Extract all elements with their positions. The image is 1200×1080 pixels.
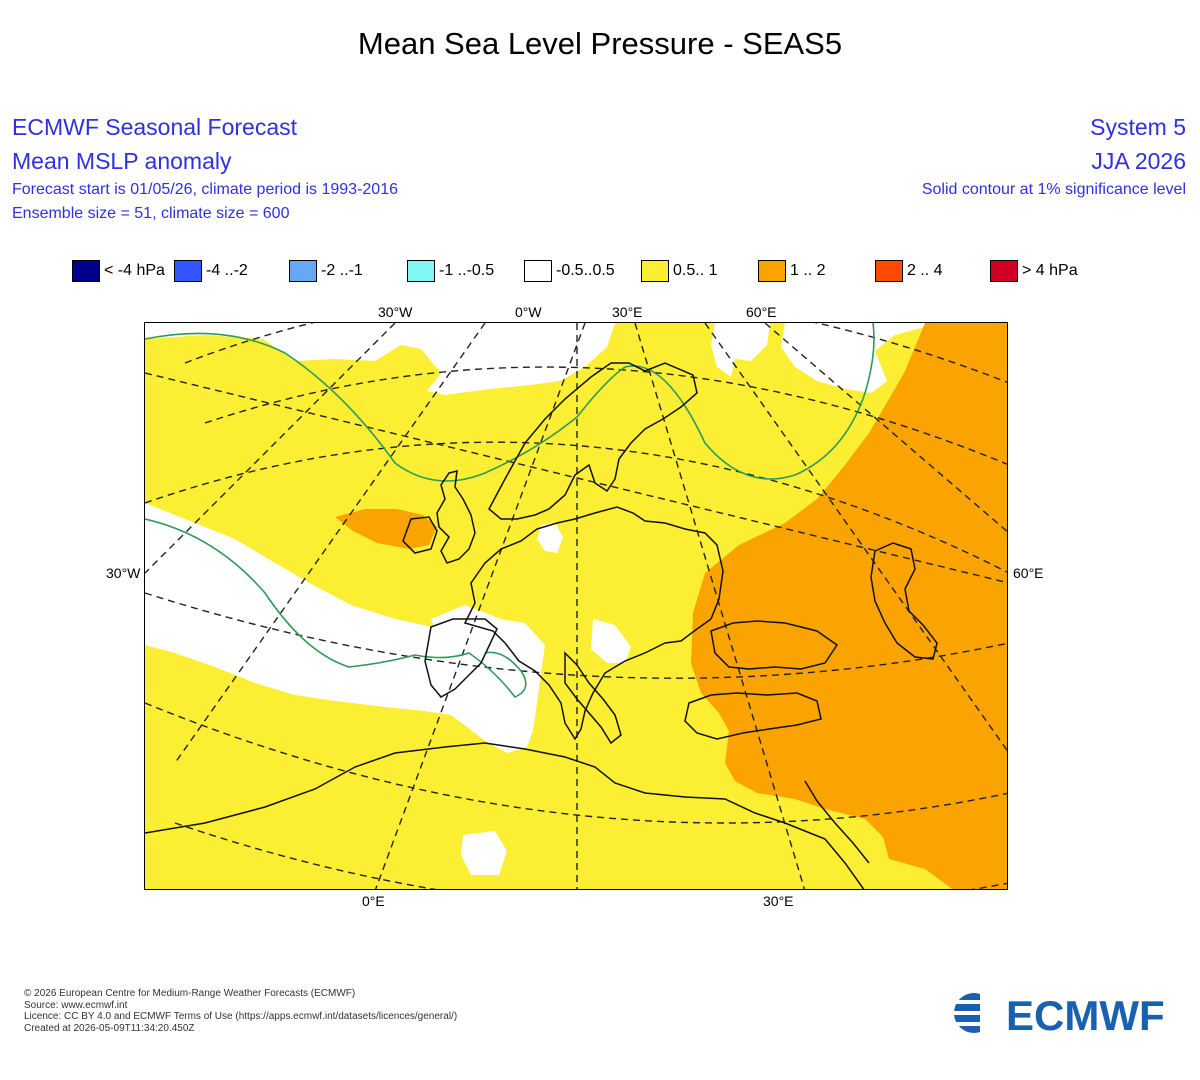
legend-swatch: [641, 260, 669, 282]
legend-label: -0.5..0.5: [556, 262, 615, 279]
coastline-uk: [436, 470, 476, 564]
grid-meridian-60e: [764, 323, 1007, 533]
axis-label-bottom-30e: 30°E: [763, 893, 794, 909]
grid-parallel-30n: [145, 702, 1007, 824]
header-product: ECMWF Seasonal Forecast: [12, 114, 298, 140]
coastline-italy: [564, 651, 622, 745]
legend-label: 1 .. 2: [790, 262, 826, 279]
ecmwf-logo-text: ECMWF: [1006, 992, 1165, 1038]
header-ensemble-size: Ensemble size = 51, climate size = 600: [12, 205, 290, 222]
footer-created: Created at 2026-05-09T11:34:20.450Z: [24, 1022, 195, 1034]
neutral-region-central: [591, 619, 631, 663]
coastline-iberia: [424, 618, 498, 698]
legend-label: 0.5.. 1: [673, 262, 718, 279]
grid-diagonal-1: [145, 372, 1007, 584]
legend-item-gt-4: > 4 hPa: [990, 260, 1090, 282]
header-parameter: Mean MSLP anomaly: [12, 148, 232, 174]
grid-meridian-30w: [145, 323, 396, 574]
legend-label: -2 ..-1: [321, 262, 363, 279]
significance-contour-north: [145, 323, 875, 482]
grid-meridian-30e: [634, 323, 806, 889]
coastline-red-sea: [804, 780, 870, 864]
axis-label-top-0w: 0°W: [515, 304, 542, 320]
grid-meridian-0: [374, 323, 586, 889]
neutral-region-north-atlantic: [145, 323, 615, 395]
legend-swatch: [990, 260, 1018, 282]
legend-label: < -4 hPa: [104, 262, 165, 279]
neutral-region-barents: [781, 323, 1007, 393]
legend-item-1-2: 1 .. 2: [758, 260, 875, 282]
ecmwf-logo-icon: [954, 988, 1000, 1038]
legend-label: 2 .. 4: [907, 262, 943, 279]
header-left: ECMWF Seasonal Forecast Mean MSLP anomal…: [12, 110, 398, 226]
header-significance-note: Solid contour at 1% significance level: [921, 181, 1186, 198]
page-title: Mean Sea Level Pressure - SEAS5: [357, 26, 843, 61]
legend-swatch: [174, 260, 202, 282]
header-forecast-start: Forecast start is 01/05/26, climate peri…: [12, 181, 398, 198]
axis-label-right-60e: 60°E: [1013, 565, 1044, 581]
map-panel: [144, 322, 1008, 890]
grid-meridian-15w: [174, 323, 486, 764]
footer-licence: Licence: CC BY 4.0 and ECMWF Terms of Us…: [24, 1011, 458, 1022]
header-system: System 5: [1090, 114, 1186, 140]
coastline-north-africa: [145, 742, 865, 889]
color-legend: < -4 hPa -4 ..-2 -2 ..-1 -1 ..-0.5 -0.5.…: [72, 258, 1090, 284]
axis-label-left-30w: 30°W: [106, 565, 141, 581]
axis-label-top-30e: 30°E: [612, 304, 643, 320]
coastline-ireland: [402, 516, 438, 554]
legend-label: > 4 hPa: [1022, 262, 1078, 279]
grid-parallel-40n: [145, 592, 1007, 679]
coastlines: [145, 362, 938, 889]
legend-item-neutral: -0.5..0.5: [524, 260, 641, 282]
grid-parallel-20n: [174, 822, 1007, 889]
grid-parallel-70n: [184, 323, 1007, 383]
legend-swatch: [289, 260, 317, 282]
footer-copyright: © 2026 European Centre for Medium-Range …: [24, 988, 356, 999]
anomaly-orange-east: [691, 323, 1007, 889]
coastline-europe-mainland: [463, 506, 724, 741]
legend-item-lt-4: < -4 hPa: [72, 260, 174, 282]
axis-label-top-60e: 60°E: [746, 304, 777, 320]
neutral-region-biscay: [431, 605, 523, 655]
coastline-caspian: [870, 542, 938, 660]
grid-meridian-45e: [704, 323, 1007, 752]
neutral-region-scandinavia: [537, 523, 563, 553]
anomaly-map: [145, 323, 1007, 889]
legend-swatch: [407, 260, 435, 282]
legend-swatch: [72, 260, 100, 282]
legend-item-05-1: 0.5.. 1: [641, 260, 758, 282]
axis-label-bottom-0e: 0°E: [362, 893, 385, 909]
grid-parallel-50n: [145, 441, 1007, 573]
significance-contour-west: [145, 518, 527, 698]
axis-label-top-30w: 30°W: [378, 304, 413, 320]
neutral-region-west-atlantic: [145, 503, 545, 753]
legend-swatch: [875, 260, 903, 282]
grid-parallel-60n: [204, 366, 1007, 465]
projection-grid: [145, 323, 1007, 889]
legend-item-2-4: 2 .. 4: [875, 260, 990, 282]
legend-label: -4 ..-2: [206, 262, 248, 279]
legend-swatch: [524, 260, 552, 282]
significance-contour: [145, 323, 875, 698]
footer-credits: © 2026 European Centre for Medium-Range …: [24, 988, 457, 1034]
legend-item-1-05: -1 ..-0.5: [407, 260, 524, 282]
neutral-region-sahara: [461, 831, 507, 875]
ecmwf-logo: ECMWF: [954, 988, 1165, 1038]
header-right: System 5 JJA 2026 Solid contour at 1% si…: [922, 110, 1186, 202]
footer-source: Source: www.ecmwf.int: [24, 999, 128, 1011]
coastline-turkey: [684, 692, 822, 740]
legend-item-2-1: -2 ..-1: [289, 260, 407, 282]
header-season: JJA 2026: [1091, 148, 1186, 174]
legend-swatch: [758, 260, 786, 282]
neutral-region-norwegian-sea: [711, 323, 770, 377]
coastline-scandinavia: [488, 362, 698, 520]
legend-label: -1 ..-0.5: [439, 262, 495, 279]
coastline-black-sea: [710, 620, 839, 670]
legend-item-4-2: -4 ..-2: [174, 260, 289, 282]
